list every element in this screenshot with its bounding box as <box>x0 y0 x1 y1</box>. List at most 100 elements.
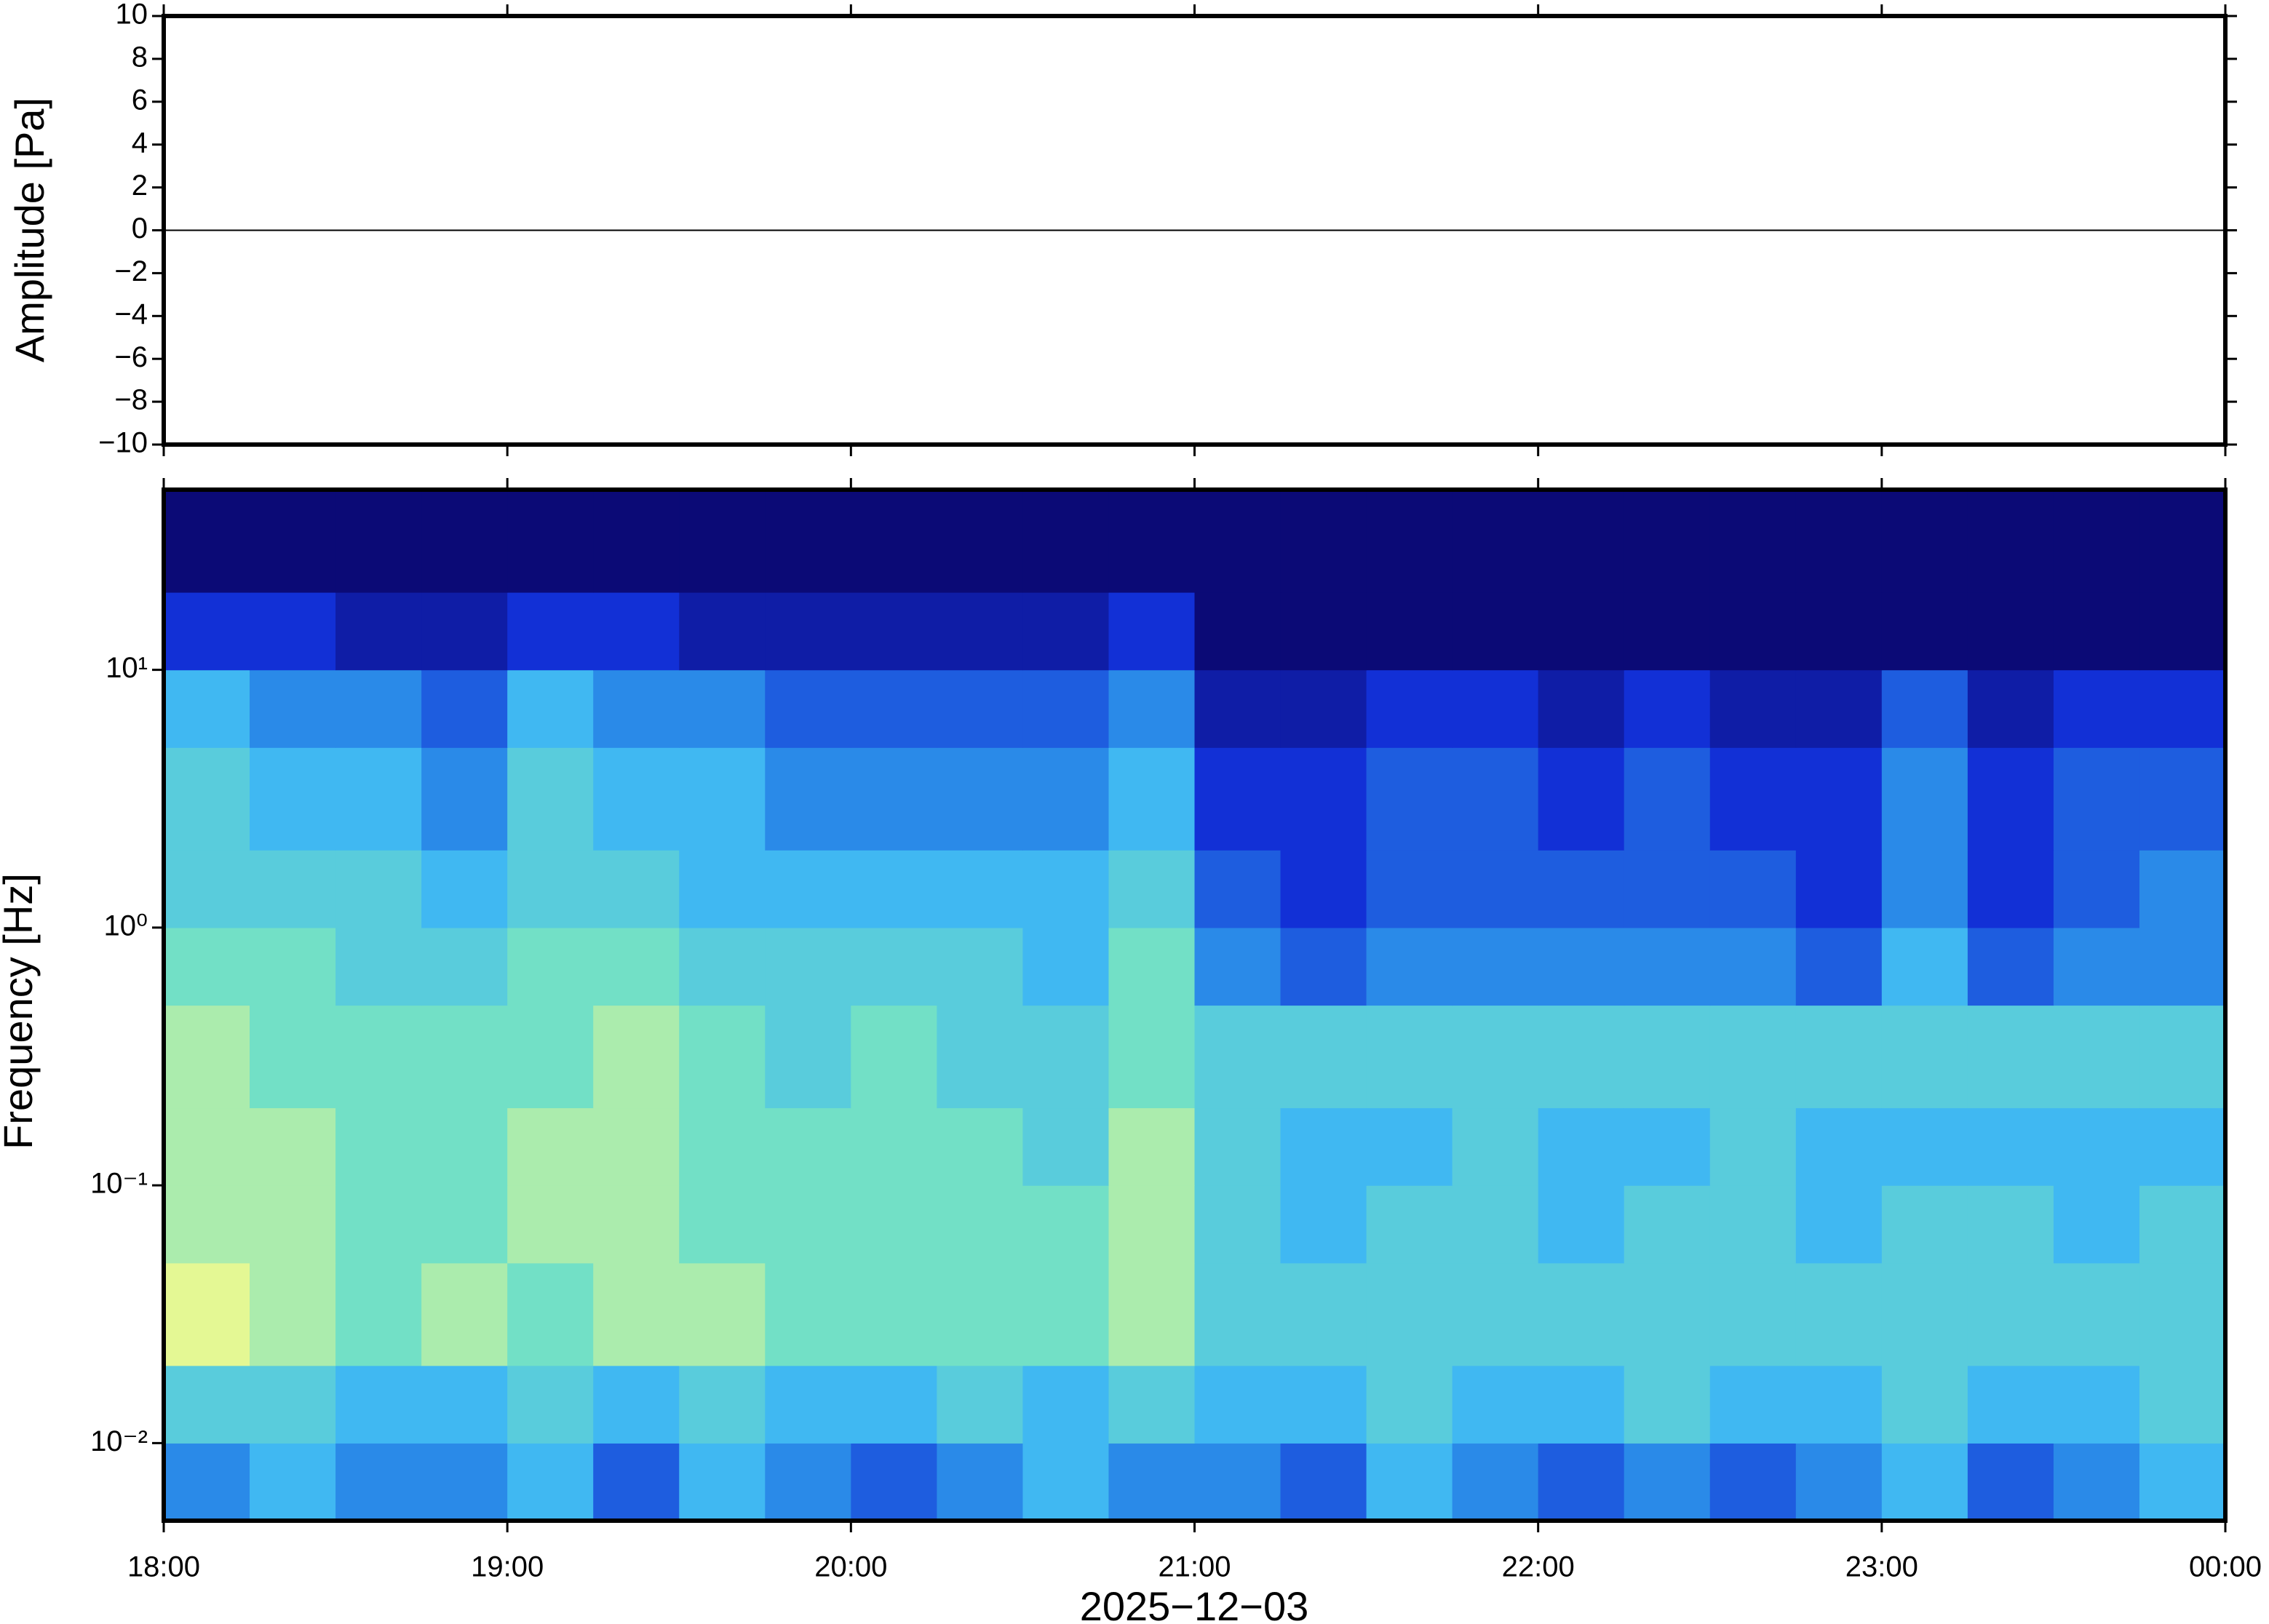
heat-cell <box>1366 1365 1453 1444</box>
heat-cell <box>507 1262 594 1366</box>
heat-cell <box>1366 1107 1453 1186</box>
heat-cell <box>421 592 508 671</box>
heat-cell <box>507 669 594 748</box>
heat-cell <box>1022 592 1110 671</box>
heat-cell <box>1280 850 1367 928</box>
heat-cell <box>2053 850 2140 928</box>
heat-cell <box>421 1365 508 1444</box>
heat-cell <box>250 490 336 593</box>
heat-cell <box>1194 1365 1281 1444</box>
heat-cell <box>1022 1107 1110 1186</box>
heat-cell <box>1022 927 1110 1006</box>
heat-cell <box>1194 669 1281 748</box>
heat-cell <box>250 1005 336 1109</box>
y-tick-label: 8 <box>132 41 148 73</box>
heat-cell <box>593 1107 680 1186</box>
x-tick-label: 00:00 <box>2189 1551 2262 1583</box>
heat-cell <box>507 1185 594 1264</box>
heat-cell <box>335 1107 422 1186</box>
heat-cell <box>2139 927 2226 1006</box>
heat-cell <box>164 1262 250 1366</box>
heat-cell <box>335 1262 422 1366</box>
heat-cell <box>1108 850 1196 928</box>
heat-cell <box>2139 850 2226 928</box>
heat-cell <box>335 850 422 928</box>
heat-cell <box>335 1005 422 1109</box>
heat-cell <box>1022 1443 1110 1521</box>
heat-cell <box>335 669 422 748</box>
heat-cell <box>593 850 680 928</box>
heat-cell <box>1022 1185 1110 1264</box>
heat-cell <box>937 1262 1024 1366</box>
heat-cell <box>1709 1005 1797 1109</box>
heat-cell <box>593 747 680 851</box>
heat-cell <box>1624 747 1711 851</box>
heat-cell <box>1280 1185 1367 1264</box>
heat-cell <box>679 1107 766 1186</box>
heat-cell <box>2053 747 2140 851</box>
heat-cell <box>2139 592 2226 671</box>
heat-cell <box>1538 850 1625 928</box>
heat-cell <box>937 1185 1024 1264</box>
heat-cell <box>1967 592 2054 671</box>
heat-cell <box>851 850 937 928</box>
heat-cell <box>164 1365 250 1444</box>
heat-cell <box>1538 1005 1625 1109</box>
heat-cell <box>1795 1365 1883 1444</box>
heat-cell <box>421 1185 508 1264</box>
heat-cell <box>1366 1185 1453 1264</box>
heat-cell <box>1709 1185 1797 1264</box>
heat-cell <box>1795 669 1883 748</box>
heat-cell <box>1280 747 1367 851</box>
heat-cell <box>937 1005 1024 1109</box>
heat-cell <box>2053 1185 2140 1264</box>
heat-cell <box>250 1443 336 1521</box>
heat-cell <box>2053 1262 2140 1366</box>
heat-cell <box>765 1107 851 1186</box>
heat-cell <box>2053 1365 2140 1444</box>
heat-cell <box>851 1005 937 1109</box>
heat-cell <box>679 669 766 748</box>
heat-cell <box>250 1262 336 1366</box>
heat-cell <box>1538 927 1625 1006</box>
heat-cell <box>1795 850 1883 928</box>
heat-cell <box>507 1107 594 1186</box>
heat-cell <box>1452 490 1539 593</box>
heat-cell <box>250 1107 336 1186</box>
heat-cell <box>1795 1443 1883 1521</box>
heat-cell <box>1280 927 1367 1006</box>
heat-cell <box>1795 1107 1883 1186</box>
heat-cell <box>1452 850 1539 928</box>
heat-cell <box>1452 1185 1539 1264</box>
heat-cell <box>1881 1262 1968 1366</box>
heat-cell <box>1452 1443 1539 1521</box>
heat-cell <box>1881 1005 1968 1109</box>
heat-cell <box>1452 669 1539 748</box>
heat-cell <box>250 747 336 851</box>
heat-cell <box>164 490 250 593</box>
heat-cell <box>250 927 336 1006</box>
heat-cell <box>1022 1262 1110 1366</box>
y-tick-label: 2 <box>132 170 148 202</box>
heat-cell <box>1967 669 2054 748</box>
heat-cell <box>1194 1185 1281 1264</box>
heat-cell <box>1624 850 1711 928</box>
heat-cell <box>164 927 250 1006</box>
y-tick-label: 10⁻² <box>90 1425 148 1457</box>
heat-cell <box>1967 1005 2054 1109</box>
heat-cell <box>1194 592 1281 671</box>
heat-cell <box>421 1005 508 1109</box>
heat-cell <box>250 1365 336 1444</box>
heat-cell <box>1624 1365 1711 1444</box>
heat-cell <box>679 747 766 851</box>
heat-cell <box>1366 850 1453 928</box>
heat-cell <box>1709 1365 1797 1444</box>
heat-cell <box>335 747 422 851</box>
heat-cell <box>765 850 851 928</box>
heat-cell <box>1022 1005 1110 1109</box>
y-tick-label: 10⁰ <box>103 909 148 942</box>
heat-cell <box>2053 1107 2140 1186</box>
heat-cell <box>1967 850 2054 928</box>
heat-cell <box>1538 1365 1625 1444</box>
